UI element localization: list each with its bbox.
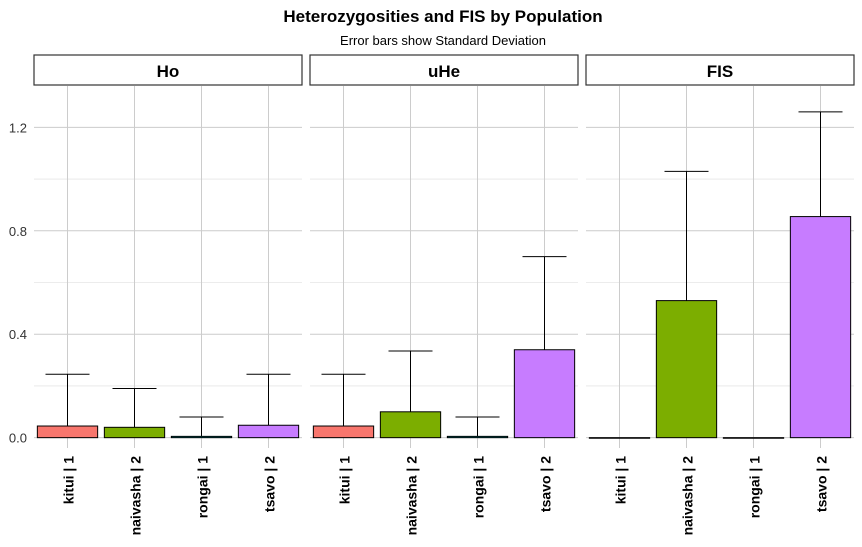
facet-strip-label: uHe [428, 62, 460, 81]
x-tick-label: rongai | 1 [747, 456, 763, 518]
bar-fis-0 [588, 437, 651, 439]
x-tick-label: naivasha | 2 [404, 456, 420, 536]
x-tick-label: kitui | 1 [61, 456, 77, 504]
bar-fis-1 [655, 300, 718, 439]
chart-title: Heterozygosities and FIS by Population [283, 7, 602, 26]
facet-panel-uhe: uHe kitui | 1 naivasha | 2 rongai | 1 tsavo … [309, 54, 579, 536]
chart-subtitle: Error bars show Standard Deviation [340, 33, 546, 48]
bar-ho-1 [103, 426, 166, 439]
x-tick-label: rongai | 1 [195, 456, 211, 518]
x-tick-label: naivasha | 2 [680, 456, 696, 536]
y-tick-label: 0.0 [9, 431, 27, 446]
y-tick-label: 0.8 [9, 224, 27, 239]
bar-fis-3 [789, 216, 852, 439]
facet-panel-fis: FIS kitui | 1 naivasha | 2 rongai | 1 tsavo … [585, 54, 855, 536]
x-tick-label: tsavo | 2 [538, 456, 554, 512]
facet-panel-ho: Ho kitui | 1 naivasha | 2 rongai | 1 tsavo |… [33, 54, 303, 536]
bar-ho-0 [36, 425, 99, 439]
facet-strip [585, 54, 855, 86]
x-tick-label: kitui | 1 [337, 456, 353, 504]
x-tick-label: naivasha | 2 [128, 456, 144, 536]
x-tick-label: kitui | 1 [613, 456, 629, 504]
y-axis: 0.0 0.4 0.8 1.2 [9, 120, 27, 445]
x-tick-label: tsavo | 2 [262, 456, 278, 512]
facet-strip [33, 54, 303, 86]
bar-uhe-1 [379, 411, 442, 439]
bar-uhe-2 [446, 435, 509, 439]
y-tick-label: 0.4 [9, 327, 27, 342]
bar-ho-3 [237, 424, 300, 439]
x-tick-label: rongai | 1 [471, 456, 487, 518]
bar-fis-2 [722, 437, 785, 439]
facet-strip-label: FIS [707, 62, 733, 81]
bar-uhe-0 [312, 425, 375, 439]
facet-strip-label: Ho [157, 62, 180, 81]
facet-panels: Ho kitui | 1 naivasha | 2 rongai | 1 tsavo |… [33, 54, 855, 536]
bar-uhe-3 [513, 349, 576, 439]
y-tick-label: 1.2 [9, 120, 27, 135]
x-tick-label: tsavo | 2 [814, 456, 830, 512]
facet-strip [309, 54, 579, 86]
bar-ho-2 [170, 435, 233, 439]
